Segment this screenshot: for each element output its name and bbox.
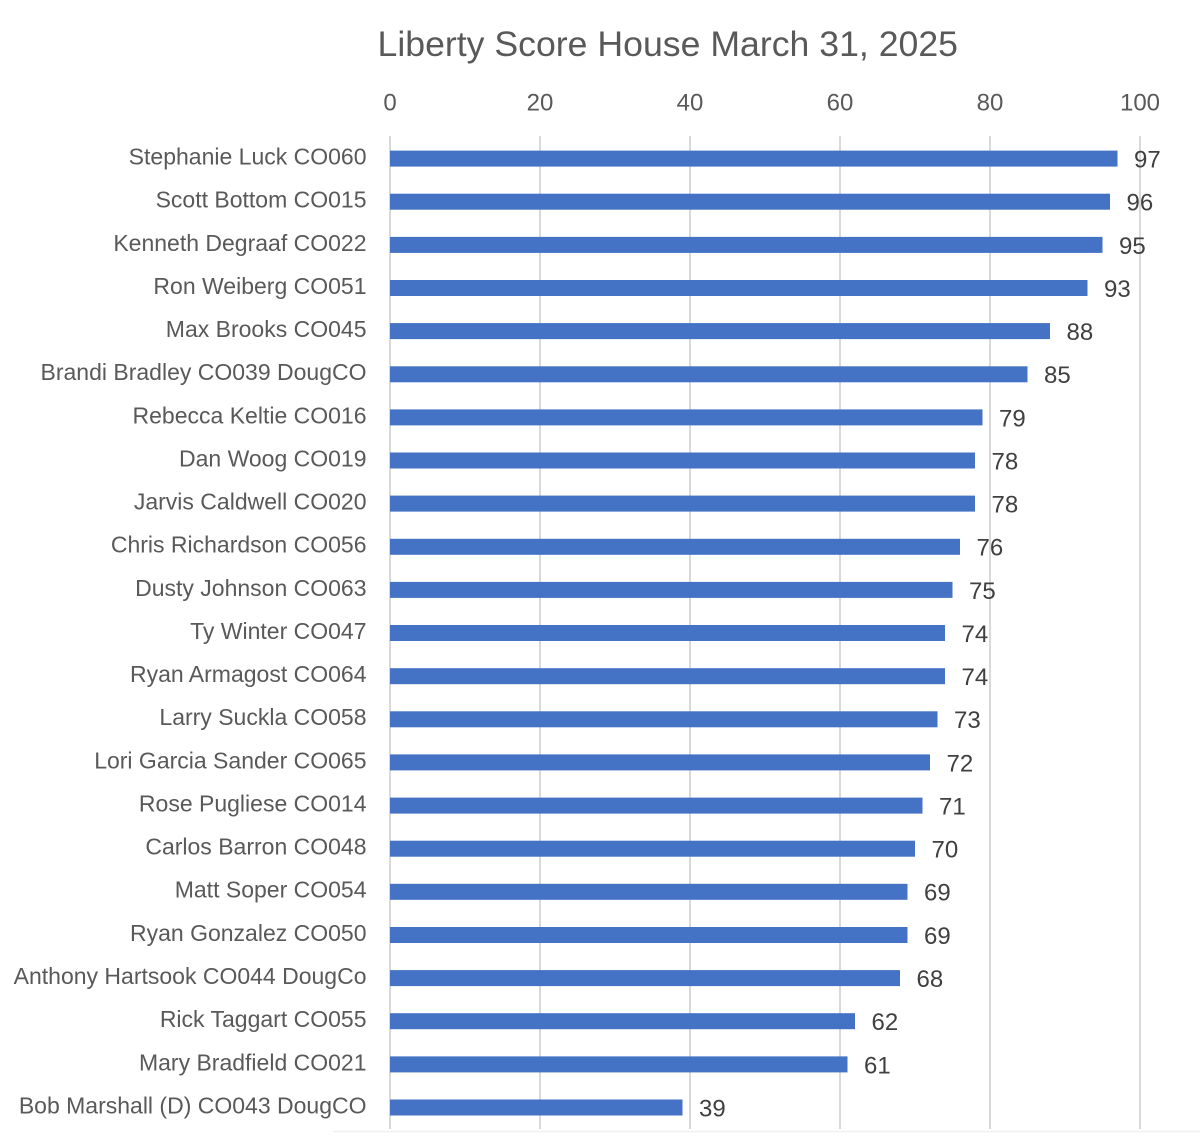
svg-text:Rick Taggart CO055: Rick Taggart CO055 [160, 1006, 367, 1032]
svg-text:Brandi Bradley CO039 DougCO: Brandi Bradley CO039 DougCO [41, 359, 367, 385]
svg-text:60: 60 [827, 90, 854, 117]
svg-text:Lori Garcia Sander CO065: Lori Garcia Sander CO065 [94, 747, 366, 773]
svg-text:Ryan Gonzalez CO050: Ryan Gonzalez CO050 [130, 920, 367, 946]
svg-text:80: 80 [977, 90, 1004, 117]
svg-text:71: 71 [939, 794, 966, 821]
svg-text:Dan Woog CO019: Dan Woog CO019 [179, 445, 367, 471]
svg-text:Max Brooks CO045: Max Brooks CO045 [166, 316, 367, 342]
svg-text:73: 73 [954, 707, 981, 734]
svg-text:93: 93 [1104, 276, 1131, 303]
svg-text:79: 79 [999, 405, 1026, 432]
svg-text:Carlos Barron CO048: Carlos Barron CO048 [145, 834, 366, 860]
svg-text:100: 100 [1120, 90, 1160, 117]
svg-text:68: 68 [917, 966, 944, 993]
svg-text:Rebecca Keltie CO016: Rebecca Keltie CO016 [133, 402, 367, 428]
svg-text:78: 78 [992, 492, 1019, 519]
svg-text:Scott Bottom CO015: Scott Bottom CO015 [156, 187, 367, 213]
svg-text:Stephanie Luck CO060: Stephanie Luck CO060 [129, 144, 367, 170]
svg-text:85: 85 [1044, 362, 1071, 389]
svg-text:78: 78 [992, 448, 1019, 475]
svg-text:Mary Bradfield CO021: Mary Bradfield CO021 [139, 1049, 367, 1075]
svg-text:69: 69 [924, 923, 951, 950]
svg-text:61: 61 [864, 1052, 891, 1079]
svg-text:Dusty Johnson CO063: Dusty Johnson CO063 [135, 575, 366, 601]
svg-text:76: 76 [977, 535, 1004, 562]
svg-text:69: 69 [924, 880, 951, 907]
svg-text:70: 70 [932, 837, 959, 864]
svg-text:0: 0 [383, 90, 396, 117]
svg-text:75: 75 [969, 578, 996, 605]
svg-text:20: 20 [527, 90, 554, 117]
svg-text:Anthony Hartsook CO044 DougCo: Anthony Hartsook CO044 DougCo [14, 963, 367, 989]
svg-text:Liberty Score House March 31,: Liberty Score House March 31, 2025 [378, 24, 959, 64]
svg-text:95: 95 [1119, 233, 1146, 260]
svg-text:96: 96 [1127, 190, 1154, 217]
svg-text:39: 39 [699, 1095, 726, 1122]
svg-text:40: 40 [677, 90, 704, 117]
svg-text:97: 97 [1134, 147, 1161, 174]
svg-text:Chris Richardson CO056: Chris Richardson CO056 [111, 532, 367, 558]
svg-text:62: 62 [872, 1009, 899, 1036]
svg-text:72: 72 [947, 750, 974, 777]
svg-text:Ron Weiberg CO051: Ron Weiberg CO051 [153, 273, 366, 299]
svg-text:74: 74 [962, 664, 989, 691]
svg-text:Larry Suckla CO058: Larry Suckla CO058 [159, 704, 366, 730]
svg-text:Ryan Armagost CO064: Ryan Armagost CO064 [130, 661, 367, 687]
svg-text:Kenneth Degraaf CO022: Kenneth Degraaf CO022 [113, 230, 366, 256]
svg-text:88: 88 [1067, 319, 1094, 346]
svg-text:Jarvis Caldwell CO020: Jarvis Caldwell CO020 [134, 489, 367, 515]
svg-text:Matt Soper CO054: Matt Soper CO054 [175, 877, 367, 903]
svg-text:Rose Pugliese CO014: Rose Pugliese CO014 [139, 791, 367, 817]
svg-text:Bob Marshall (D) CO043 DougCO: Bob Marshall (D) CO043 DougCO [19, 1092, 367, 1118]
svg-text:Ty Winter CO047: Ty Winter CO047 [190, 618, 366, 644]
svg-text:74: 74 [962, 621, 989, 648]
